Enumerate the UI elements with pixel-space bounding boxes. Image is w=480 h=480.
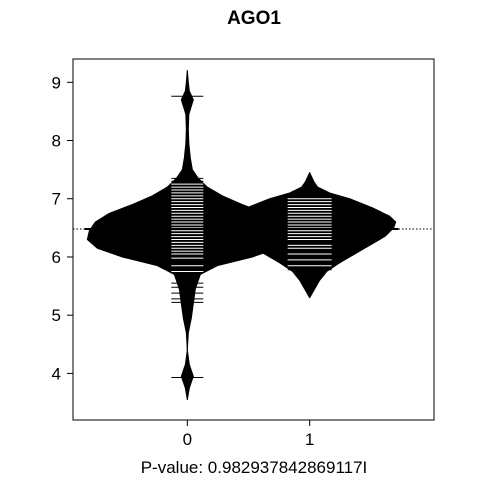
y-tick-label-3: 7 bbox=[52, 190, 61, 209]
beans-layer bbox=[73, 70, 434, 401]
y-tick-label-5: 9 bbox=[52, 73, 61, 92]
x-axis-caption: P-value: 0.982937842869117I bbox=[141, 458, 368, 477]
y-tick-label-1: 5 bbox=[52, 306, 61, 325]
axes-layer: 4 5 6 7 8 9 0 1 bbox=[52, 58, 435, 449]
x-tick-label-0: 0 bbox=[183, 430, 192, 449]
y-tick-label-2: 6 bbox=[52, 248, 61, 267]
x-tick-label-1: 1 bbox=[305, 430, 314, 449]
chart-title: AGO1 bbox=[227, 8, 281, 29]
y-tick-label-4: 8 bbox=[52, 132, 61, 151]
y-tick-label-0: 4 bbox=[52, 364, 61, 383]
plot-frame bbox=[72, 58, 435, 421]
